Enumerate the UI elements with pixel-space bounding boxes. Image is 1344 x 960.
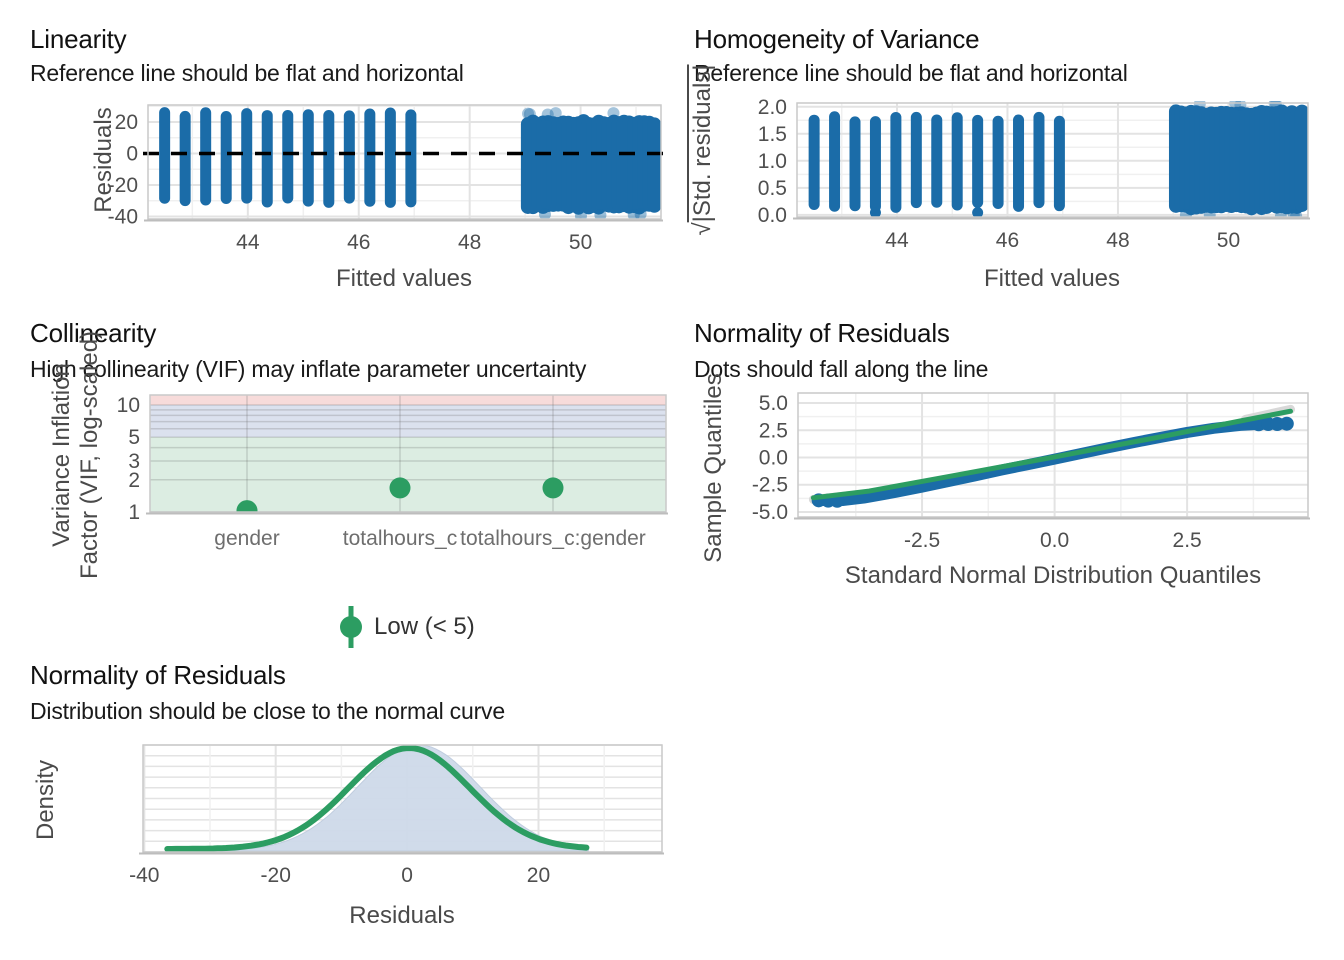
svg-text:-2.5: -2.5 bbox=[904, 529, 940, 552]
svg-text:48: 48 bbox=[1106, 229, 1129, 252]
x-axis-title: Fitted values bbox=[983, 265, 1121, 292]
svg-text:20: 20 bbox=[527, 864, 550, 887]
svg-text:-40: -40 bbox=[108, 205, 138, 228]
panel-frame bbox=[142, 744, 663, 853]
normal-curve bbox=[164, 744, 590, 852]
svg-text:44: 44 bbox=[885, 229, 909, 252]
vif-points bbox=[236, 477, 564, 512]
x-axis-title: Standard Normal Distribution Quantiles bbox=[844, 562, 1262, 589]
svg-text:-20: -20 bbox=[261, 864, 291, 887]
y-axis-title-line1: Variance Inflation bbox=[48, 363, 75, 547]
collinearity-plot: 10 532 1 gender totalhours_c totalhours_c:gen… bbox=[117, 394, 668, 550]
panel-title: Homogeneity of Variance bbox=[694, 24, 980, 54]
y-axis-title: Sample Quantiles bbox=[700, 373, 727, 563]
svg-text:1: 1 bbox=[128, 501, 140, 524]
panel-subtitle: Reference line should be flat and horizo… bbox=[694, 60, 1128, 86]
svg-text:1.5: 1.5 bbox=[758, 123, 787, 146]
sqrt-symbol: √ bbox=[689, 222, 716, 236]
panel-subtitle: Distribution should be close to the norm… bbox=[30, 698, 505, 724]
panel-title: Normality of Residuals bbox=[694, 318, 950, 348]
svg-text:3: 3 bbox=[128, 450, 140, 473]
data-points bbox=[808, 101, 1308, 219]
svg-text:0.5: 0.5 bbox=[758, 177, 787, 200]
homogeneity-plot: 2.0 1.5 1.0 0.5 0.0 44 46 48 50 bbox=[758, 96, 1310, 252]
svg-text:5.0: 5.0 bbox=[759, 392, 788, 415]
density-plot: -40 -20 0 20 bbox=[129, 744, 664, 887]
data-points bbox=[159, 107, 661, 221]
svg-text:1.0: 1.0 bbox=[758, 150, 787, 173]
svg-text:totalhours_c: totalhours_c bbox=[343, 527, 457, 550]
panel-title: Linearity bbox=[30, 24, 127, 54]
svg-text:2.0: 2.0 bbox=[758, 96, 787, 119]
tick-labels: -40 -20 0 20 bbox=[129, 864, 550, 887]
panel-density: -40 -20 0 20 Normality of Residuals Distrib… bbox=[0, 640, 690, 960]
svg-text:0.0: 0.0 bbox=[758, 204, 787, 227]
panel-collinearity: 10 5 3 2 1 gender totalhours_c totalhours_c:gen… bbox=[0, 300, 690, 655]
svg-text:0: 0 bbox=[401, 864, 413, 887]
panel-subtitle: High collinearity (VIF) may inflate para… bbox=[30, 356, 587, 382]
svg-text:10: 10 bbox=[117, 394, 140, 417]
svg-text:-20: -20 bbox=[108, 174, 138, 197]
y-axis-title-line2: Factor (VIF, log-scaled) bbox=[76, 330, 103, 580]
svg-text:2.5: 2.5 bbox=[1173, 529, 1202, 552]
panel-frame bbox=[797, 392, 1309, 518]
y-axis-title: Density bbox=[32, 759, 59, 841]
tick-labels: 10 532 1 gender totalhours_c totalhours_c:gen… bbox=[117, 394, 646, 550]
svg-text:50: 50 bbox=[569, 231, 592, 254]
panel-homogeneity: 2.0 1.5 1.0 0.5 0.0 44 46 48 50 Homogeneity of V… bbox=[672, 0, 1344, 300]
legend-pointrange-glyph bbox=[340, 606, 362, 648]
svg-text:0.0: 0.0 bbox=[759, 447, 788, 470]
svg-text:2.5: 2.5 bbox=[759, 419, 788, 442]
svg-text:-5.0: -5.0 bbox=[752, 501, 788, 524]
svg-text:46: 46 bbox=[347, 231, 370, 254]
vif-band-moderate bbox=[150, 405, 666, 438]
svg-text:gender: gender bbox=[214, 527, 279, 550]
svg-text:-2.5: -2.5 bbox=[752, 474, 788, 497]
panel-title: Collinearity bbox=[30, 318, 157, 348]
svg-text:46: 46 bbox=[996, 229, 1019, 252]
vif-band-high bbox=[150, 395, 666, 405]
panel-frame bbox=[796, 102, 1309, 218]
svg-text:44: 44 bbox=[236, 231, 260, 254]
tick-labels: 20 0 -20 -40 44 46 48 50 bbox=[108, 111, 593, 254]
svg-text:totalhours_c:gender: totalhours_c:gender bbox=[460, 527, 646, 550]
svg-text:48: 48 bbox=[458, 231, 481, 254]
qq-tail-dot bbox=[1279, 416, 1294, 431]
panel-frame bbox=[147, 104, 662, 220]
linearity-plot: 20 0 -20 -40 44 46 48 50 bbox=[108, 104, 668, 254]
panel-qq: 5.0 2.5 0.0 -2.5 -5.0 -2.5 0.0 2.5 Normality of… bbox=[672, 300, 1344, 640]
x-axis-title: Residuals bbox=[349, 902, 455, 929]
vif-band-low bbox=[150, 437, 666, 512]
panel-title: Normality of Residuals bbox=[30, 660, 286, 690]
svg-text:2: 2 bbox=[128, 469, 140, 492]
legend-label: Low (< 5) bbox=[374, 613, 475, 640]
y-axis-title: √|Std. residuals| bbox=[689, 64, 717, 235]
panel-frame bbox=[149, 394, 667, 513]
y-axis-title-text: |Std. residuals| bbox=[689, 64, 716, 223]
svg-text:50: 50 bbox=[1217, 229, 1240, 252]
qq-plot: 5.0 2.5 0.0 -2.5 -5.0 -2.5 0.0 2.5 bbox=[752, 392, 1310, 552]
svg-text:0: 0 bbox=[126, 142, 138, 165]
vif-legend: Low (< 5) bbox=[338, 602, 475, 652]
panel-linearity: 20 0 -20 -40 44 46 48 50 Linearity Reference li… bbox=[0, 0, 690, 300]
qq-reference-line bbox=[810, 408, 1294, 501]
svg-text:5: 5 bbox=[128, 426, 140, 449]
y-axis-title: Residuals bbox=[90, 107, 117, 213]
panel-subtitle: Reference line should be flat and horizo… bbox=[30, 60, 464, 86]
svg-text:-40: -40 bbox=[129, 864, 159, 887]
panel-subtitle: Dots should fall along the line bbox=[694, 356, 989, 382]
tick-labels: 5.0 2.5 0.0 -2.5 -5.0 -2.5 0.0 2.5 bbox=[752, 392, 1202, 552]
svg-text:20: 20 bbox=[115, 111, 138, 134]
tick-labels: 2.0 1.5 1.0 0.5 0.0 44 46 48 50 bbox=[758, 96, 1240, 252]
x-axis-title: Fitted values bbox=[335, 265, 473, 292]
svg-text:0.0: 0.0 bbox=[1040, 529, 1069, 552]
